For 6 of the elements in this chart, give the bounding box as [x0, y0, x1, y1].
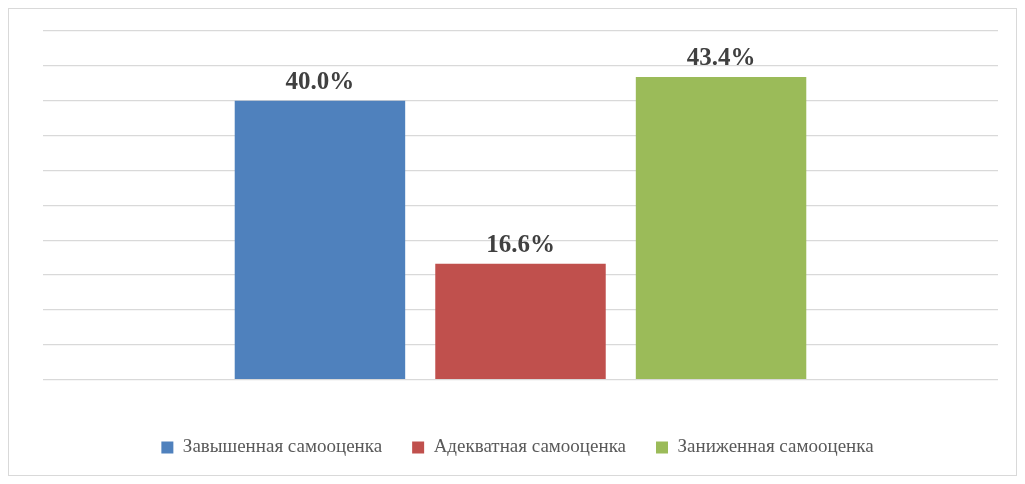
data-label: 43.4% [686, 42, 756, 70]
legend-label: Заниженная самооценка [677, 435, 875, 457]
data-label: 40.0% [285, 66, 355, 94]
legend-label: Адекватная самооценка [433, 435, 627, 457]
legend-label: Завышенная самооценка [182, 435, 383, 457]
data-label: 16.6% [486, 229, 555, 257]
